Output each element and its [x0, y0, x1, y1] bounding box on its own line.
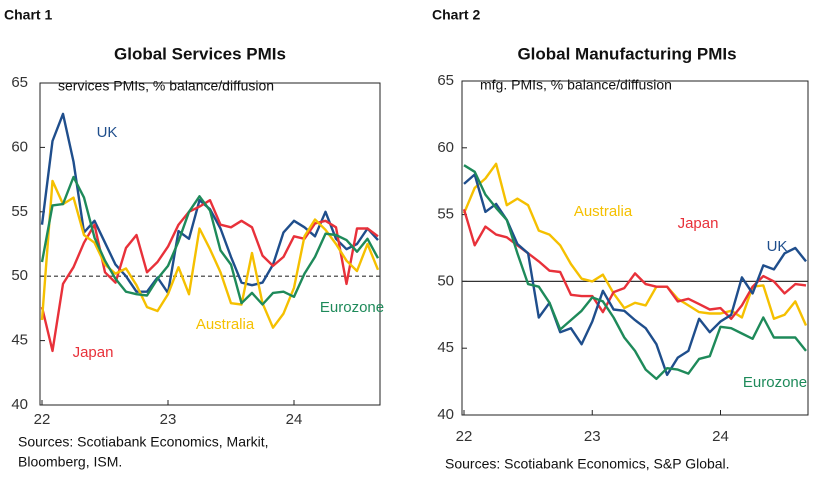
y-tick-label: 45	[11, 332, 28, 349]
x-tick-label: 22	[456, 428, 473, 445]
y-tick-label: 65	[437, 72, 454, 89]
chart-title: Global Manufacturing PMIs	[517, 44, 736, 63]
series-line	[462, 162, 808, 326]
x-tick-label: 24	[286, 411, 303, 428]
chart-label: Chart 1	[4, 7, 52, 23]
x-tick-label: 22	[34, 411, 51, 428]
series-label: Australia	[574, 203, 633, 220]
x-tick-label: 23	[584, 428, 601, 445]
sources: Sources: Scotiabank Economics, Markit,	[18, 434, 269, 450]
series-label: UK	[767, 238, 788, 255]
y-tick-label: 50	[437, 272, 454, 289]
series-label: Australia	[196, 316, 255, 333]
y-tick-label: 40	[11, 396, 28, 413]
plot-frame	[461, 80, 809, 416]
series-line	[40, 199, 379, 353]
sources: Sources: Scotiabank Economics, S&P Globa…	[445, 456, 730, 472]
series-label: Japan	[678, 215, 719, 232]
x-tick-label: 24	[712, 428, 729, 445]
series-line	[463, 173, 807, 377]
sources: Bloomberg, ISM.	[18, 454, 122, 470]
series-line	[463, 164, 807, 381]
y-tick-label: 60	[11, 138, 28, 155]
y-tick-label: 50	[11, 267, 28, 284]
y-tick-label: 55	[437, 206, 454, 223]
y-tick-label: 65	[11, 74, 28, 91]
series-line	[40, 175, 380, 306]
series-label: UK	[97, 124, 118, 141]
subtitle: mfg. PMIs, % balance/diffusion	[480, 77, 672, 93]
x-tick-label: 23	[160, 411, 177, 428]
series-label: Eurozone	[743, 374, 807, 391]
plot-frame	[39, 82, 381, 406]
series-line	[40, 179, 380, 329]
subtitle: services PMIs, % balance/diffusion	[58, 78, 274, 94]
y-tick-label: 55	[11, 203, 28, 220]
chart-label: Chart 2	[432, 7, 480, 23]
series-label: Eurozone	[320, 299, 384, 316]
y-tick-label: 45	[437, 339, 454, 356]
y-tick-label: 40	[437, 406, 454, 423]
y-tick-label: 60	[437, 139, 454, 156]
chart-title: Global Services PMIs	[114, 44, 286, 63]
series-label: Japan	[73, 344, 114, 361]
series-line	[40, 112, 379, 295]
